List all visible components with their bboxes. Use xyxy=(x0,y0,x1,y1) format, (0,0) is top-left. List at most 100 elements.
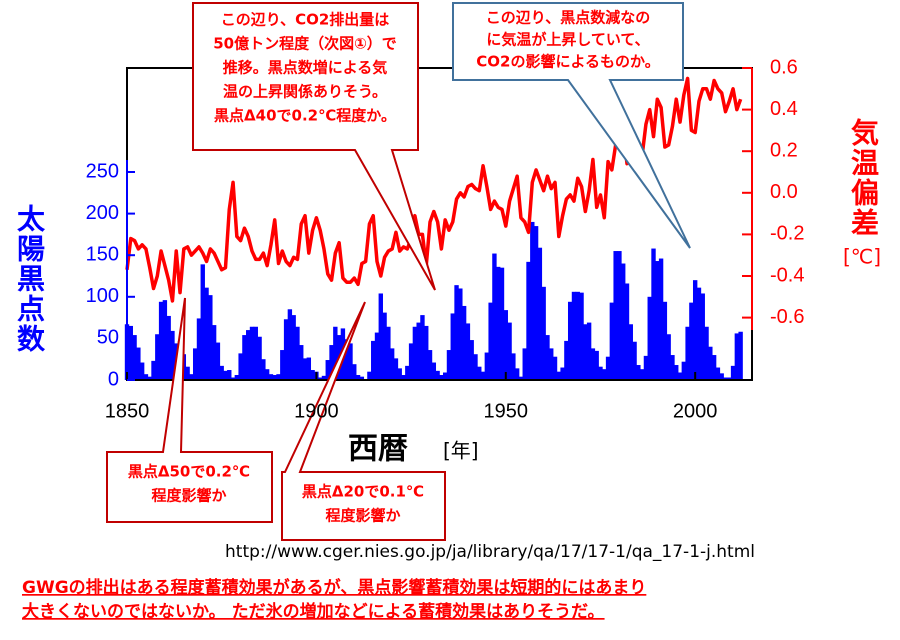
area-slice xyxy=(200,264,205,380)
area-slice xyxy=(374,332,380,380)
x-tick-label: 1850 xyxy=(105,400,150,422)
area-slice xyxy=(401,375,406,380)
area-slice xyxy=(397,368,402,380)
area-slice xyxy=(469,340,474,380)
area-slice xyxy=(662,301,668,380)
area-slice xyxy=(537,247,543,380)
area-slice xyxy=(435,370,440,380)
area-slice xyxy=(219,365,224,380)
area-slice xyxy=(711,355,717,380)
callout xyxy=(452,2,691,249)
area-slice xyxy=(238,353,243,380)
area-slice xyxy=(465,323,471,380)
callout xyxy=(192,2,436,291)
area-slice xyxy=(613,251,618,380)
area-slice xyxy=(439,375,444,380)
area-slice xyxy=(143,374,149,380)
area-slice xyxy=(408,343,414,380)
area-slice xyxy=(492,253,497,380)
area-slice xyxy=(609,302,615,380)
area-slice xyxy=(405,365,410,380)
area-slice xyxy=(689,302,694,380)
area-slice xyxy=(242,335,247,380)
annotation-line: 黒点Δ20で0.1℃ xyxy=(302,483,424,501)
area-slice xyxy=(155,334,160,380)
annotation-line: に気温が上昇していて、 xyxy=(486,31,649,49)
area-slice xyxy=(715,367,721,380)
area-slice xyxy=(442,372,448,380)
area-slice xyxy=(549,348,554,380)
area-slice xyxy=(643,355,649,380)
area-slice xyxy=(162,300,168,380)
area-slice xyxy=(431,362,437,380)
area-slice xyxy=(670,355,675,380)
x-tick-label: 2000 xyxy=(673,400,718,422)
area-slice xyxy=(700,293,705,380)
area-slice xyxy=(583,324,588,380)
area-slice xyxy=(416,322,421,380)
area-slice xyxy=(719,373,724,380)
area-slice xyxy=(249,326,255,380)
area-slice xyxy=(560,367,565,380)
area-slice xyxy=(518,376,524,380)
area-slice xyxy=(567,301,573,380)
area-slice xyxy=(685,326,690,380)
area-slice xyxy=(624,283,630,380)
note-line: 大きくないのではないか。 ただ氷の増加などによる蓄積効果はありそうだ。 xyxy=(22,601,605,622)
area-slice xyxy=(389,348,395,380)
area-slice xyxy=(738,331,743,380)
area-slice xyxy=(215,342,221,380)
callout-box xyxy=(192,2,436,291)
area-slice xyxy=(192,348,198,380)
area-slice xyxy=(454,285,459,380)
area-slice xyxy=(458,288,463,380)
area-slice xyxy=(382,312,387,380)
area-slice xyxy=(302,358,308,380)
area-slice xyxy=(158,301,164,380)
area-slice xyxy=(681,361,687,380)
annotation-line: 程度影響か xyxy=(325,507,400,525)
callout-box xyxy=(281,301,446,541)
y2-tick-label: 0.6 xyxy=(770,56,798,78)
area-slice xyxy=(666,334,671,380)
area-slice xyxy=(367,371,372,380)
area-slice xyxy=(533,226,539,380)
area-slice xyxy=(541,286,546,380)
area-slice xyxy=(280,350,285,380)
area-slice xyxy=(264,369,270,380)
area-slice xyxy=(730,365,736,380)
annotation-line: 温の上昇関係ありそう。 xyxy=(223,83,387,101)
area-slice xyxy=(147,376,152,380)
area-slice xyxy=(552,356,558,380)
y2-tick-label: -0.6 xyxy=(770,306,804,328)
y-axis-label: 太陽黒点数 xyxy=(13,204,46,354)
area-slice xyxy=(571,291,577,380)
area-slice xyxy=(189,374,194,380)
area-slice xyxy=(211,325,217,380)
area-slice xyxy=(477,366,482,380)
annotation-line: CO2の影響によるものか。 xyxy=(476,53,659,71)
area-slice xyxy=(170,330,175,380)
callout xyxy=(106,297,273,523)
area-slice xyxy=(605,356,611,380)
area-slice xyxy=(393,358,399,380)
area-slice xyxy=(261,359,266,380)
area-slice xyxy=(253,326,258,380)
callout-box xyxy=(452,2,691,249)
area-slice xyxy=(344,339,349,380)
source-url: http://www.cger.nies.go.jp/ja/library/qa… xyxy=(225,542,755,562)
annotation-line: この辺り、黒点数減なの xyxy=(486,9,650,27)
area-slice xyxy=(386,326,391,380)
area-slice xyxy=(185,366,190,380)
area-slice xyxy=(246,330,251,380)
area-slice xyxy=(488,302,493,380)
area-slice xyxy=(132,335,137,380)
annotation-line: 推移。黒点数増による気 xyxy=(223,59,388,77)
area-slice xyxy=(734,333,740,380)
area-slice xyxy=(556,371,562,380)
area-slice xyxy=(283,319,289,380)
x-axis-label: 西暦 xyxy=(348,432,408,467)
area-slice xyxy=(647,296,652,380)
